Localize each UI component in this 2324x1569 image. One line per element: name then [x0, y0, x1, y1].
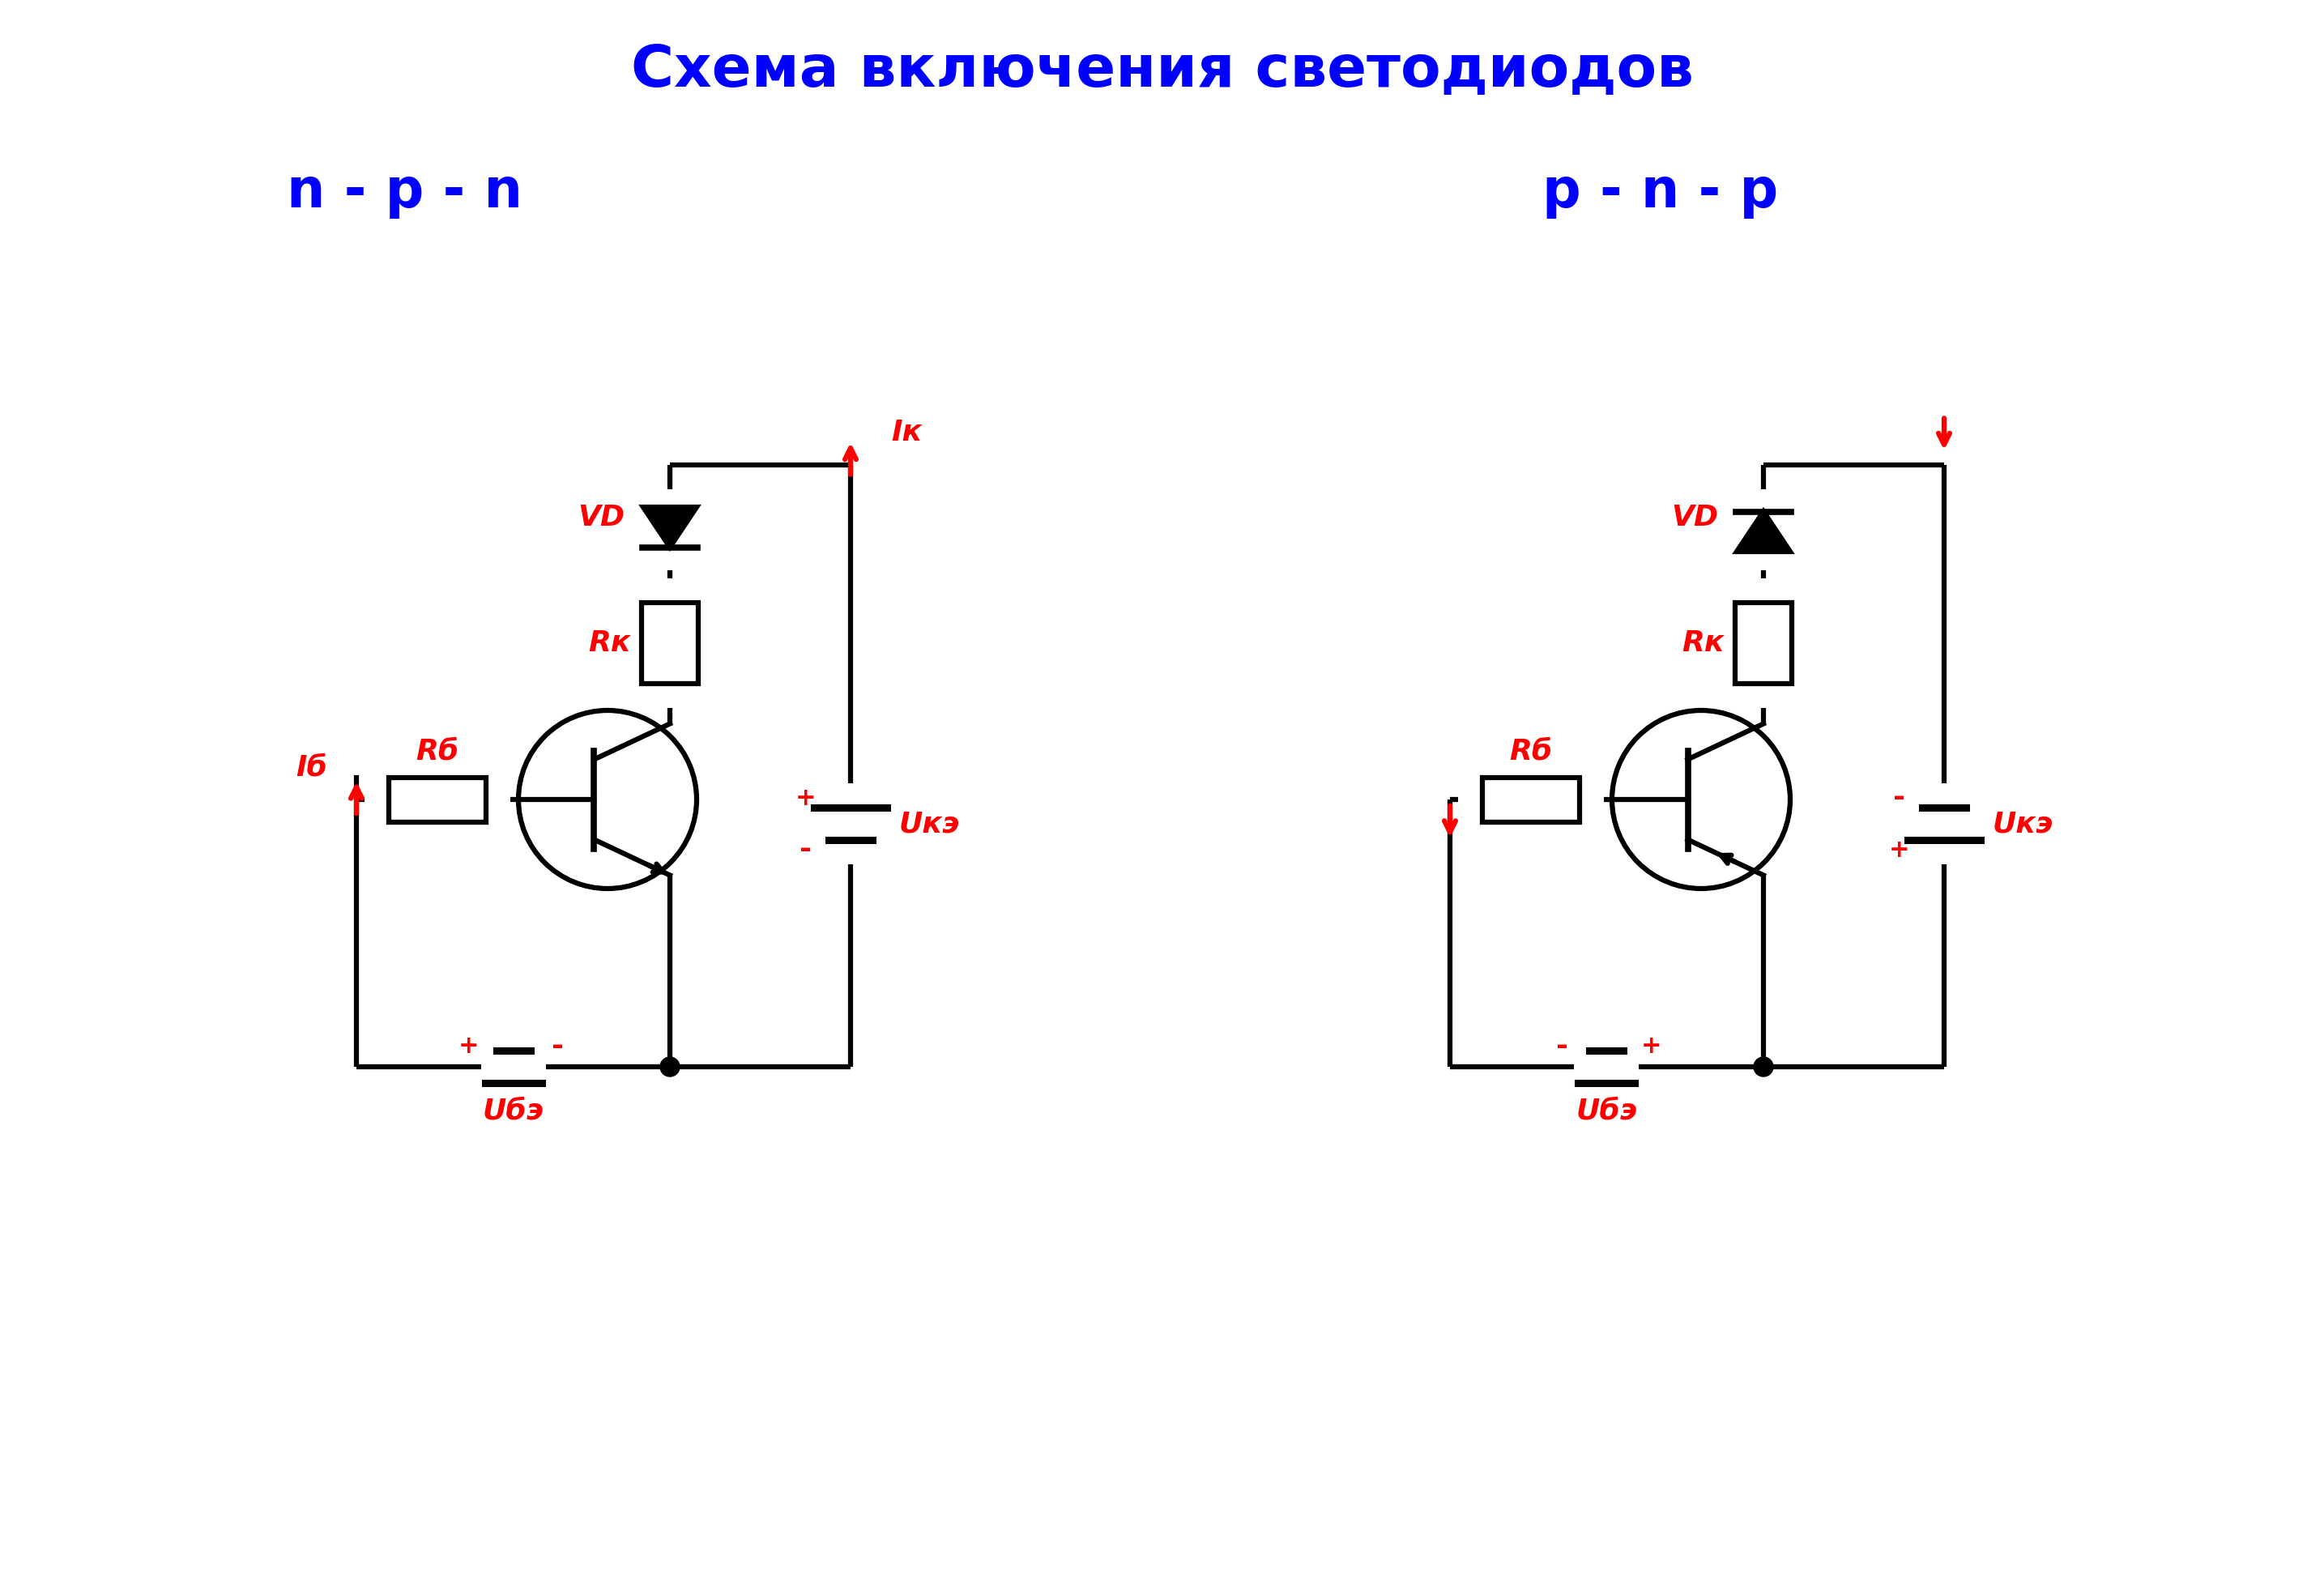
- Text: -: -: [551, 1032, 565, 1061]
- Text: Rк: Rк: [1683, 629, 1724, 656]
- Text: Uбэ: Uбэ: [1576, 1098, 1638, 1125]
- Text: VD: VD: [579, 504, 625, 530]
- Text: VD: VD: [1671, 504, 1717, 530]
- Text: +: +: [1889, 838, 1910, 861]
- Circle shape: [660, 1058, 679, 1076]
- Text: Rб: Rб: [1511, 737, 1552, 764]
- Text: Схема включения светодиодов: Схема включения светодиодов: [632, 42, 1694, 99]
- Bar: [388, 777, 486, 822]
- Text: n - p - n: n - p - n: [288, 165, 523, 218]
- Text: +: +: [1641, 1036, 1662, 1058]
- Text: Iб: Iб: [295, 753, 328, 781]
- Bar: [1736, 602, 1792, 683]
- Text: Uкэ: Uкэ: [1992, 810, 2054, 838]
- Text: Rб: Rб: [416, 737, 458, 764]
- Circle shape: [1755, 1058, 1773, 1076]
- Text: Rк: Rк: [588, 629, 630, 656]
- Text: Uбэ: Uбэ: [483, 1098, 544, 1125]
- Text: +: +: [795, 786, 816, 810]
- Text: Uкэ: Uкэ: [899, 810, 960, 838]
- Text: p - n - p: p - n - p: [1543, 165, 1778, 218]
- Text: +: +: [458, 1036, 479, 1058]
- Bar: [1483, 777, 1580, 822]
- Text: Iк: Iк: [890, 419, 923, 446]
- Text: -: -: [799, 836, 811, 863]
- Bar: [641, 602, 697, 683]
- Polygon shape: [644, 507, 697, 548]
- Text: -: -: [1557, 1032, 1569, 1061]
- Polygon shape: [1736, 511, 1789, 552]
- Text: -: -: [1894, 784, 1906, 811]
